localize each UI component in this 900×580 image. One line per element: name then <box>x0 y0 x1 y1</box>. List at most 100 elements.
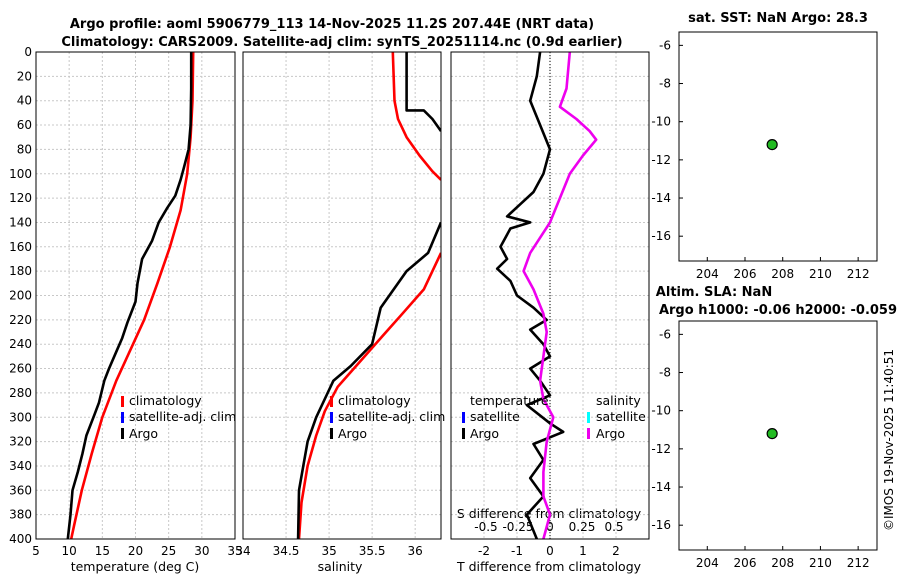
salinity-xtick-label: 35.5 <box>359 544 386 558</box>
sla_map-frame <box>678 320 878 551</box>
salinity-xtick-label: 34 <box>235 544 250 558</box>
salinity-argo-line <box>405 52 441 132</box>
legend-argo-label: Argo <box>129 426 158 441</box>
sla_map-xtick-label: 212 <box>847 556 870 570</box>
salinity-legend: climatology satellite-adj. clim Argo <box>330 393 445 441</box>
depth-tick-label: 400 <box>9 532 32 546</box>
sla_map-xtick-label: 210 <box>809 556 832 570</box>
salinity-series-group <box>296 52 441 539</box>
depth-tick-label: 40 <box>17 94 32 108</box>
legend-satellite-label: satellite-adj. clim <box>129 409 236 424</box>
sst_map-xtick-label: 212 <box>847 267 870 281</box>
depth-tick-label: 0 <box>24 45 32 59</box>
depth-tick-label: 240 <box>9 337 32 351</box>
temperature-xlabel: temperature (deg C) <box>71 559 200 574</box>
depth-tick-label: 80 <box>17 142 32 156</box>
sla_map-ytick-label: -6 <box>659 327 671 341</box>
depth-tick-label: 140 <box>9 215 32 229</box>
sla_map-argo-position-marker <box>766 427 778 440</box>
legend-satellite-swatch <box>330 412 333 423</box>
legend-argo-swatch <box>121 428 124 439</box>
salinity-xlabel: salinity <box>318 559 363 574</box>
depth-tick-label: 100 <box>9 167 32 181</box>
sst_map-frame <box>678 31 878 262</box>
salinity-frame <box>242 51 442 540</box>
temperature-legend: climatology satellite-adj. clim Argo <box>121 393 236 441</box>
sla_map-ytick-label: -10 <box>651 404 671 418</box>
difference-xtick-label: -2 <box>478 544 490 558</box>
difference-salinity-legend: salinity satellite Argo <box>587 393 646 441</box>
sst_map-xtick-label: 208 <box>771 267 794 281</box>
sla-map-panel: Altim. SLA: NaN Argo h1000: -0.06 h2000:… <box>651 285 897 570</box>
depth-tick-label: 380 <box>9 508 32 522</box>
temperature-xtick-label: 20 <box>128 544 143 558</box>
legend-climatology-swatch <box>121 396 124 407</box>
legend-temp-satellite-swatch <box>462 412 465 423</box>
temperature-series-group <box>66 52 195 539</box>
temperature-frame <box>35 51 236 540</box>
temperature-xtick-label: 5 <box>32 544 40 558</box>
temperature-xtick-label: 30 <box>194 544 209 558</box>
legend-argo-swatch <box>330 428 333 439</box>
difference-temperature-argo-line <box>495 52 565 539</box>
salinity-argo-line <box>296 221 441 539</box>
depth-tick-label: 200 <box>9 289 32 303</box>
temperature-xtick-label: 15 <box>95 544 110 558</box>
depth-tick-label: 60 <box>17 118 32 132</box>
depth-tick-label: 300 <box>9 410 32 424</box>
salinity-diff-tick-label: 0 <box>546 520 554 534</box>
title-line-1: Argo profile: aoml 5906779_113 14-Nov-20… <box>70 17 594 32</box>
sla_map-ytick-label: -8 <box>659 366 671 380</box>
legend-temp-satellite-label: satellite <box>470 409 520 424</box>
depth-tick-label: 120 <box>9 191 32 205</box>
legend-climatology-swatch <box>330 396 333 407</box>
sst-map-panel: sat. SST: NaN Argo: 28.3 204 206 208 210 212… <box>651 11 878 281</box>
salinity-diff-tick-label: 0.25 <box>569 520 596 534</box>
salinity-panel: salinity 34 34.5 35 35.5 36 <box>235 51 442 574</box>
difference-xtick-label: 2 <box>612 544 620 558</box>
depth-tick-label: 340 <box>9 459 32 473</box>
sla-map-title-line-2: Argo h1000: -0.06 h2000: -0.059 <box>659 303 897 318</box>
legend-sal-argo-label: Argo <box>596 426 625 441</box>
salinity-diff-tick-label: -0.5 <box>474 520 497 534</box>
sst_map-ytick-label: -6 <box>659 38 671 52</box>
sst_map-ytick-label: -14 <box>651 191 671 205</box>
sst_map-ytick-label: -10 <box>651 115 671 129</box>
legend-temperature-heading: temperature <box>470 393 549 408</box>
depth-tick-label: 280 <box>9 386 32 400</box>
temperature-xtick-label: 25 <box>161 544 176 558</box>
title-line-2: Climatology: CARS2009. Satellite-adj cli… <box>61 35 622 50</box>
temperature-panel: temperature (deg C) 5 10 15 20 25 30 35 0 20 40 60… <box>9 45 243 574</box>
sla_map-xtick-label: 204 <box>696 556 719 570</box>
depth-tick-label: 180 <box>9 264 32 278</box>
legend-temp-argo-swatch <box>462 428 465 439</box>
depth-tick-label: 320 <box>9 435 32 449</box>
imos-credit: ©IMOS 19-Nov-2025 11:40:51 <box>882 349 896 531</box>
depth-tick-label: 220 <box>9 313 32 327</box>
temperature-xtick-label: 35 <box>227 544 242 558</box>
legend-temp-argo-label: Argo <box>470 426 499 441</box>
salinity-diff-tick-label: 0.5 <box>604 520 623 534</box>
sla_map-ytick-label: -14 <box>651 480 671 494</box>
sla_map-ytick-label: -12 <box>651 442 671 456</box>
legend-sal-argo-swatch <box>587 428 590 439</box>
difference-temperature-legend: temperature satellite Argo <box>462 393 549 441</box>
depth-tick-label: 360 <box>9 483 32 497</box>
legend-satellite-label: satellite-adj. clim <box>338 409 445 424</box>
salinity-diff-tick-label: -0.25 <box>502 520 533 534</box>
legend-sal-satellite-label: satellite <box>596 409 646 424</box>
sst_map-ytick-label: -12 <box>651 153 671 167</box>
depth-tick-label: 260 <box>9 362 32 376</box>
difference-panel: T difference from climatology S differen… <box>450 51 650 574</box>
legend-satellite-swatch <box>121 412 124 423</box>
sst-map-title: sat. SST: NaN Argo: 28.3 <box>688 11 868 26</box>
difference-xtick-label: 1 <box>579 544 587 558</box>
sst_map-xtick-label: 210 <box>809 267 832 281</box>
difference-salinity-argo-line <box>522 52 598 539</box>
sst_map-xtick-label: 206 <box>734 267 757 281</box>
salinity-xtick-label: 34.5 <box>273 544 300 558</box>
sst_map-ytick-label: -8 <box>659 77 671 91</box>
temperature-xtick-label: 10 <box>62 544 77 558</box>
depth-tick-label: 20 <box>17 69 32 83</box>
